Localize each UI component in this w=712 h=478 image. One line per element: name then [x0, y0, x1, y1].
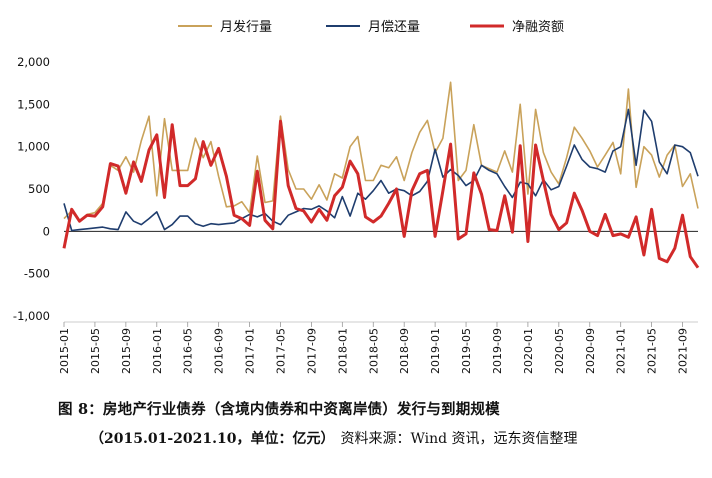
y-tick-label: 500 — [28, 182, 50, 196]
legend-label: 月发行量 — [220, 19, 272, 35]
x-tick-label: 2019-05 — [460, 328, 473, 374]
y-tick-label: 1,500 — [17, 97, 50, 111]
x-tick-label: 2016-01 — [151, 328, 164, 374]
units-note: （2015.01-2021.10，单位：亿元） — [90, 431, 335, 447]
x-tick-label: 2016-05 — [182, 328, 195, 374]
x-tick-label: 2015-01 — [58, 328, 71, 374]
x-tick-label: 2015-09 — [120, 328, 133, 374]
x-tick-label: 2021-09 — [677, 328, 690, 374]
y-tick-label: 0 — [43, 224, 50, 238]
x-tick-label: 2021-01 — [615, 328, 628, 374]
source-note: 资料来源：Wind 资讯，远东资信整理 — [340, 431, 578, 447]
y-tick-label: -500 — [24, 267, 50, 281]
series-line-3 — [62, 119, 700, 269]
x-tick-label: 2019-09 — [491, 328, 504, 374]
y-axis: -1,000 -500 0 500 1,000 1,500 2,000 — [13, 55, 50, 323]
legend-label: 月偿还量 — [368, 20, 420, 35]
x-tick-label: 2021-05 — [646, 328, 659, 374]
y-tick-label: 2,000 — [17, 55, 50, 69]
x-tick-label: 2016-09 — [213, 328, 226, 374]
legend-label: 净融资额 — [512, 20, 564, 35]
x-tick-label: 2017-01 — [244, 328, 257, 374]
figure-subcaption: （2015.01-2021.10，单位：亿元） 资料来源：Wind 资讯，远东资信… — [90, 428, 712, 448]
legend: 月发行量 月偿还量 净融资额 — [178, 19, 564, 35]
x-tick-label: 2019-01 — [429, 328, 442, 374]
x-tick-label: 2020-09 — [584, 328, 597, 374]
x-tick-label: 2018-05 — [367, 328, 380, 374]
x-tick-label: 2020-01 — [522, 328, 535, 374]
y-tick-label: -1,000 — [13, 309, 50, 323]
x-tick-label: 2017-05 — [274, 328, 287, 374]
x-tick-label: 2020-05 — [553, 328, 566, 374]
figure-caption: 图 8：房地产行业债券（含境内债券和中资离岸债）发行与到期规模 — [58, 401, 500, 418]
x-tick-label: 2018-01 — [336, 328, 349, 374]
y-tick-label: 1,000 — [17, 140, 50, 154]
series-line-2 — [63, 108, 699, 232]
x-tick-label: 2015-05 — [89, 328, 102, 374]
x-axis: 2015-01 2015-05 2015-09 2016-01 2016-05 2016-… — [58, 321, 698, 374]
x-tick-label: 2017-09 — [305, 328, 318, 374]
series-lines — [62, 81, 700, 269]
x-tick-label: 2018-09 — [398, 328, 411, 374]
